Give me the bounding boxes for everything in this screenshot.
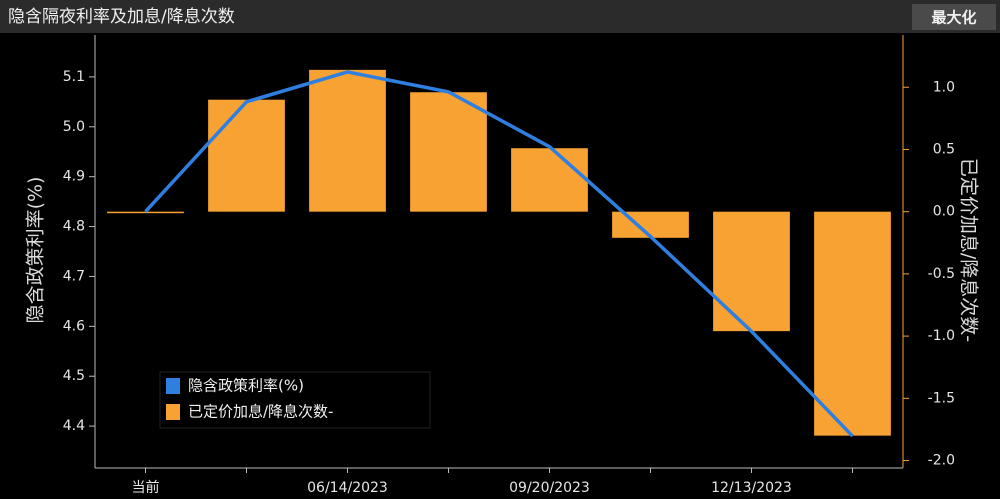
y-tick-label: 4.4	[63, 418, 85, 434]
y-tick-label: 4.9	[63, 169, 85, 185]
y2-tick-label: -2.0	[928, 453, 955, 469]
y2-tick-label: -0.5	[928, 266, 955, 282]
y-tick-label: 5.0	[63, 119, 85, 135]
y2-tick-label: 0.0	[933, 204, 955, 220]
y-tick-label: 4.7	[63, 268, 85, 284]
x-tick-label: 06/14/2023	[307, 480, 388, 496]
y-tick-label: 4.5	[63, 368, 85, 384]
chart-title: 隐含隔夜利率及加息/降息次数	[8, 7, 235, 27]
x-tick-label: 09/20/2023	[509, 480, 590, 496]
bar	[309, 69, 386, 212]
x-tick-label: 12/13/2023	[711, 480, 792, 496]
y-tick-label: 4.6	[63, 318, 85, 334]
y2-tick-label: -1.0	[928, 328, 955, 344]
bar	[208, 99, 285, 212]
y-axis-title: 隐含政策利率(%)	[25, 177, 47, 324]
line	[144, 70, 854, 438]
legend-box	[159, 371, 431, 429]
legend-swatch	[166, 404, 180, 420]
y2-tick-label: 1.0	[933, 79, 955, 95]
y2-tick-label: -1.5	[928, 390, 955, 406]
bar	[612, 211, 689, 238]
x-tick-label: 当前	[132, 479, 160, 496]
legend-label: 已定价加息/降息次数-	[188, 403, 333, 421]
bar	[713, 211, 790, 332]
legend-label: 隐含政策利率(%)	[188, 377, 304, 395]
maximize-label[interactable]: 最大化	[931, 9, 976, 27]
bar	[410, 92, 487, 212]
y-tick-label: 5.1	[63, 69, 85, 85]
y-tick-label: 4.8	[63, 219, 85, 235]
title-bar	[0, 0, 1000, 33]
bar	[814, 211, 891, 436]
y2-tick-label: 0.5	[933, 141, 955, 157]
y2-axis-title: 已定价加息/降息次数-	[958, 158, 980, 342]
maximize-button[interactable]	[912, 4, 996, 30]
bar	[107, 211, 184, 214]
legend-swatch	[166, 378, 180, 394]
bar	[511, 148, 588, 212]
